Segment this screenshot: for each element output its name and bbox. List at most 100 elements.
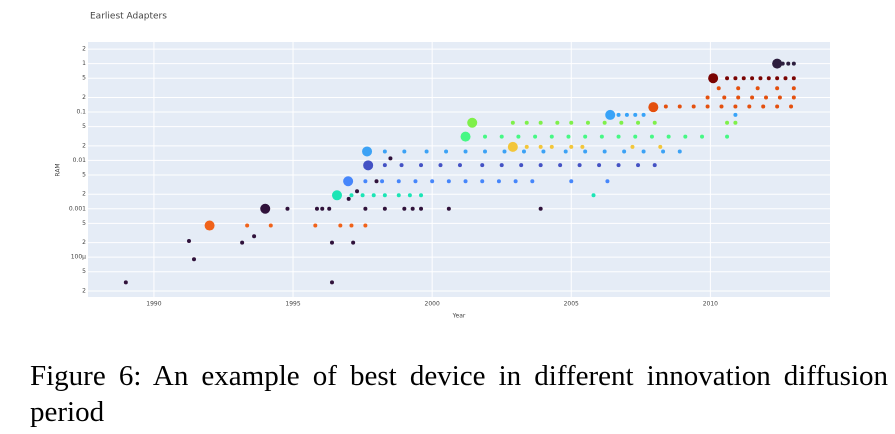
point [329, 240, 334, 245]
point [719, 104, 724, 109]
point [591, 193, 596, 198]
earliest-point [362, 146, 373, 157]
y-tick-label: 1 [82, 60, 86, 67]
point [716, 86, 721, 91]
point [633, 112, 638, 117]
point [636, 120, 641, 125]
point [382, 149, 387, 154]
point [649, 134, 654, 139]
point [524, 144, 529, 149]
chart: Earliest Adapters Year RAM 1990 1995 2000 2… [55, 12, 830, 320]
point [700, 134, 705, 139]
point [563, 149, 568, 154]
point [320, 206, 325, 211]
point [402, 206, 407, 211]
y-tick-label: 2 [82, 94, 86, 101]
earliest-point [507, 141, 518, 152]
point [355, 189, 360, 194]
y-tick-label: 5 [82, 268, 86, 275]
x-tick-label: 2005 [564, 301, 579, 308]
y-tick-label: 0.1 [76, 109, 86, 116]
point [616, 134, 621, 139]
point [327, 206, 332, 211]
x-tick-label: 1990 [146, 301, 161, 308]
y-tick-label: 5 [82, 171, 86, 178]
point [363, 223, 368, 228]
point [775, 76, 780, 81]
point [338, 223, 343, 228]
point [741, 76, 746, 81]
point [580, 144, 585, 149]
point [419, 193, 424, 198]
point [410, 206, 415, 211]
point [663, 104, 668, 109]
point [705, 104, 710, 109]
point [633, 134, 638, 139]
y-tick-label: 5 [82, 75, 86, 82]
point [599, 134, 604, 139]
y-tick-label: 2 [82, 46, 86, 53]
point [510, 120, 515, 125]
point [538, 206, 543, 211]
point [577, 163, 582, 168]
point [750, 76, 755, 81]
point [413, 179, 418, 184]
point [399, 163, 404, 168]
point [725, 76, 730, 81]
point [605, 179, 610, 184]
point [585, 120, 590, 125]
point [444, 149, 449, 154]
point [616, 112, 621, 117]
point [349, 193, 354, 198]
earliest-point [204, 220, 215, 231]
x-axis-label: Year [452, 313, 466, 320]
point [619, 120, 624, 125]
point [480, 163, 485, 168]
point [622, 149, 627, 154]
y-tick-label: 0.01 [73, 157, 87, 164]
point [516, 134, 521, 139]
point [360, 193, 365, 198]
point [496, 179, 501, 184]
y-tick-label: 0.001 [69, 205, 86, 212]
point [725, 120, 730, 125]
point [457, 163, 462, 168]
earliest-point [772, 58, 783, 69]
point [777, 95, 782, 100]
point [363, 179, 368, 184]
point [661, 149, 666, 154]
point [388, 156, 393, 161]
point [747, 104, 752, 109]
point [549, 144, 554, 149]
point [424, 149, 429, 154]
point [521, 149, 526, 154]
y-tick-label: 2 [82, 191, 86, 198]
y-tick-label: 2 [82, 287, 86, 294]
point [268, 223, 273, 228]
point [519, 163, 524, 168]
point [636, 163, 641, 168]
point [764, 95, 769, 100]
earliest-point [343, 176, 354, 187]
point [346, 196, 351, 201]
plot-area [88, 42, 830, 297]
point [419, 163, 424, 168]
point [736, 95, 741, 100]
point [480, 179, 485, 184]
point [538, 120, 543, 125]
point [602, 120, 607, 125]
point [583, 134, 588, 139]
point [677, 104, 682, 109]
point [524, 120, 529, 125]
point [791, 86, 796, 91]
earliest-point [467, 117, 478, 128]
point [736, 86, 741, 91]
point [677, 149, 682, 154]
point [446, 179, 451, 184]
point [755, 86, 760, 91]
point [351, 240, 356, 245]
point [123, 280, 128, 285]
point [569, 179, 574, 184]
point [722, 95, 727, 100]
point [499, 163, 504, 168]
